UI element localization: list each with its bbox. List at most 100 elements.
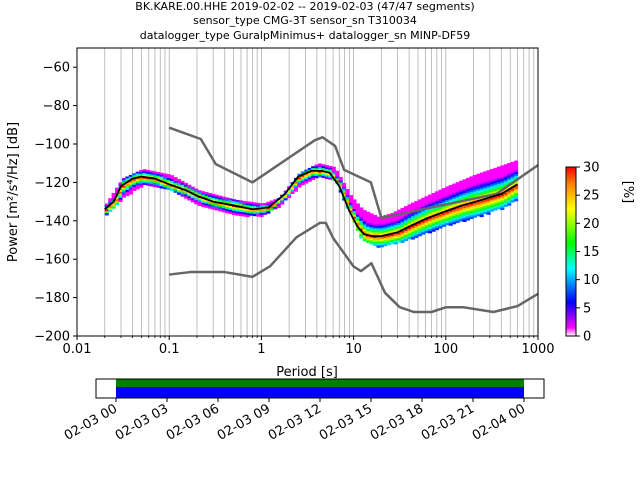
density-cell	[118, 191, 123, 195]
density-cell	[176, 184, 182, 188]
density-cell	[400, 236, 405, 239]
density-cell	[376, 243, 381, 246]
density-cell	[410, 233, 415, 236]
density-cell	[431, 227, 436, 230]
density-cell	[507, 170, 512, 174]
density-cell	[469, 214, 474, 218]
density-cell	[352, 199, 357, 202]
density-cell	[434, 227, 440, 231]
density-cell	[493, 198, 498, 201]
density-cell	[115, 203, 120, 206]
density-cell	[345, 196, 350, 200]
density-cell	[362, 221, 367, 224]
density-cell	[111, 196, 116, 200]
density-cell	[424, 205, 429, 209]
density-cell	[486, 189, 491, 192]
density-cell	[108, 202, 113, 205]
density-cell	[434, 225, 440, 229]
density-cell	[424, 211, 429, 214]
density-cell	[362, 235, 367, 238]
density-cell	[428, 209, 433, 213]
density-cell	[115, 197, 120, 200]
density-cell	[421, 203, 426, 206]
density-cell	[459, 207, 464, 210]
density-cell	[424, 201, 429, 205]
density-cell	[428, 223, 433, 226]
density-cell	[503, 179, 508, 182]
density-cell	[390, 228, 395, 231]
density-cell	[273, 203, 278, 206]
density-cell	[348, 208, 354, 211]
density-cell	[300, 181, 305, 184]
density-cell	[273, 199, 278, 202]
density-cell	[441, 209, 446, 212]
density-cell	[404, 209, 409, 213]
y-tick-label: −200	[34, 330, 70, 345]
density-cell	[483, 204, 488, 207]
density-cell	[242, 204, 247, 208]
density-cell	[338, 180, 343, 183]
density-cell	[410, 221, 415, 225]
density-cell	[476, 194, 481, 198]
density-cell	[128, 184, 133, 187]
density-cell	[235, 201, 240, 205]
density-cell	[397, 215, 402, 218]
density-cell	[507, 193, 512, 197]
density-cell	[324, 167, 329, 170]
density-cell	[152, 180, 157, 184]
density-cell	[510, 175, 515, 178]
density-cell	[373, 224, 378, 227]
density-cell	[235, 213, 240, 216]
density-cell	[383, 222, 388, 226]
density-cell	[211, 201, 216, 204]
density-cell	[211, 203, 216, 206]
density-cell	[386, 225, 391, 228]
density-cell	[479, 212, 484, 216]
density-cell	[469, 211, 474, 214]
density-cell	[297, 173, 302, 176]
density-cell	[352, 205, 357, 208]
density-cell	[496, 174, 501, 177]
density-cell	[445, 221, 450, 224]
density-cell	[152, 184, 157, 188]
density-cell	[417, 218, 422, 221]
density-cell	[424, 198, 429, 201]
density-cell	[128, 190, 133, 193]
density-cell	[259, 203, 264, 206]
density-cell	[476, 177, 481, 180]
density-cell	[455, 212, 460, 216]
density-cell	[479, 187, 484, 191]
density-cell	[462, 192, 467, 196]
density-cell	[459, 184, 464, 187]
density-cell	[459, 209, 464, 212]
density-cell	[366, 215, 371, 218]
density-cell	[369, 238, 374, 241]
density-cell	[324, 168, 329, 172]
density-cell	[314, 172, 319, 175]
density-cell	[472, 211, 477, 214]
density-cell	[194, 198, 199, 201]
density-cell	[373, 220, 378, 224]
density-cell	[459, 205, 464, 209]
density-cell	[318, 167, 323, 170]
density-cell	[441, 207, 446, 210]
density-cell	[218, 195, 223, 198]
density-cell	[417, 233, 422, 237]
density-cell	[465, 197, 470, 200]
density-cell	[383, 238, 388, 241]
density-cell	[379, 244, 384, 248]
mean-line	[104, 169, 519, 238]
density-cell	[424, 200, 429, 203]
density-cell	[115, 189, 120, 192]
density-cell	[352, 203, 357, 206]
density-cell	[238, 202, 243, 205]
density-cell	[359, 234, 364, 237]
density-cell	[348, 210, 354, 213]
density-cell	[390, 213, 395, 216]
density-cell	[459, 192, 464, 195]
density-cell	[180, 186, 185, 190]
density-cell	[156, 173, 161, 177]
density-cell	[479, 197, 484, 200]
density-cell	[173, 186, 178, 190]
density-cell	[383, 220, 388, 224]
